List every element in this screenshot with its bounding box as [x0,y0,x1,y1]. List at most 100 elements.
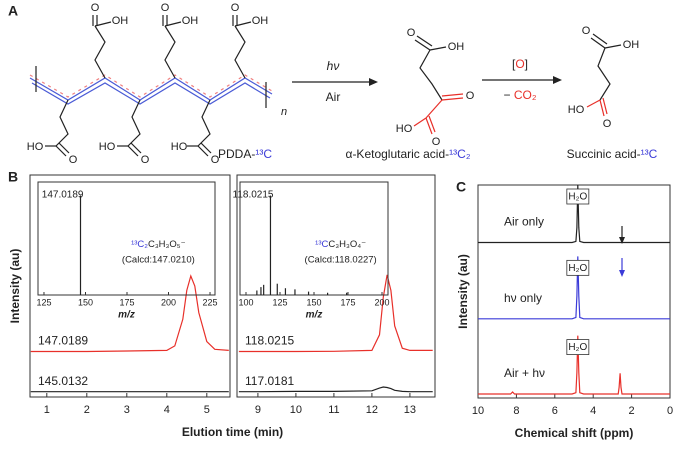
peak-label: H₂O [568,192,587,203]
atom: OH [112,15,129,27]
atom: HO [568,104,585,116]
text-part: Succinic acid- [567,147,641,161]
plot-frame [477,184,671,399]
trace [238,386,433,393]
formula: ¹³CC₃H₃O₄⁻ [315,239,366,250]
structure [590,33,622,101]
calcd: (Calcd:118.0227) [305,255,377,266]
trace [478,335,670,395]
atom: HO [396,123,413,135]
atom: O [407,27,416,39]
x-axis-label: Elution time (min) [182,425,283,439]
text-part: ] [525,57,528,71]
text-part: [ [512,57,516,71]
text-part: ¹³C [641,147,658,161]
y-axis-label: Intensity (au) [8,249,22,324]
atom: O [69,154,78,166]
atom: O [466,90,475,102]
text-part: C₃H₃O₅⁻ [148,239,186,250]
atom: OH [448,41,465,53]
arrowhead [369,78,378,86]
x-tick-label: 13 [404,404,416,416]
x-tick-label: 175 [340,297,355,307]
atom: O [91,2,100,14]
text-part: ¹³C [255,147,272,161]
x-tick-label: 10 [472,405,484,417]
nmr-arrows [619,226,625,277]
inset-x-label: m/z [118,310,135,321]
backbone [31,82,271,105]
backbone [29,77,273,101]
x-tick-label: 150 [306,297,321,307]
plot-frame [29,174,231,398]
atom: O [161,2,170,14]
structure [586,97,608,117]
x-tick-label: 10 [290,404,302,416]
condition: Air [326,90,341,104]
panel-label: A [8,3,18,19]
x-tick-label: 225 [203,297,218,307]
trace [478,256,670,320]
structure [414,35,447,101]
trace [238,274,433,353]
series-label: 147.0189 [38,334,88,348]
trace [478,184,670,244]
text-part: − [503,88,513,102]
x-tick-label: 200 [374,297,389,307]
x-tick-label: 1 [44,404,50,416]
series-label: 145.0132 [38,374,88,388]
series-label: Air only [504,215,544,229]
plot-frame [236,174,436,398]
peak-label-box [566,188,590,205]
x-tick-label: 2 [629,405,635,417]
y-axis-label: Intensity (au) [456,254,470,329]
calcd: (Calcd:147.0210) [122,255,195,266]
atom: O [141,154,150,166]
x-tick-label: 125 [272,297,287,307]
text-part: O [515,57,524,71]
compound-name: Succinic acid-¹³C [567,147,658,161]
x-tick-label: 200 [161,297,176,307]
series-label: 117.0181 [245,374,294,388]
x-tick-label: 9 [255,404,261,416]
text-part: ¹³C [315,239,328,250]
peak-label: 147.0189 [42,190,84,201]
atom: OH [252,15,269,27]
repeat-n: n [281,106,287,118]
atom: OH [182,15,199,27]
x-tick-label: 150 [78,297,93,307]
x-tick-label: 11 [328,404,339,416]
atom: O [582,25,591,37]
atom: O [231,2,240,14]
text-part: PDDA- [218,147,255,161]
x-tick-label: 4 [164,404,170,416]
text-part: α-Ketoglutaric acid- [346,147,450,161]
text-part: C₃H₃O₄⁻ [328,239,366,250]
atom: HO [99,141,116,153]
inset-x-label: m/z [306,310,323,321]
condition: [O] [512,57,528,71]
series-label: Air + hν [504,366,545,380]
x-tick-label: 175 [119,297,134,307]
x-tick-label: 4 [590,405,596,417]
condition: hν [327,59,340,73]
text-part: ¹³C₂ [449,147,471,161]
atom: O [211,154,220,166]
peak-label: 118.0215 [233,190,274,201]
atom: OH [623,39,640,51]
side-chains [45,15,252,157]
formula: ¹³C₂C₃H₃O₅⁻ [131,239,186,250]
text-part: CO₂ [514,88,537,102]
peak-label: H₂O [568,263,587,274]
x-tick-label: 0 [667,405,673,417]
x-tick-label: 5 [204,404,210,416]
x-tick-label: 6 [552,405,558,417]
atom: HO [171,141,188,153]
peak-label: H₂O [568,342,587,353]
atom: O [432,136,441,148]
x-tick-label: 100 [238,297,253,307]
x-axis-label: Chemical shift (ppm) [515,426,634,440]
panel-label: C [456,179,466,195]
x-tick-label: 12 [366,404,378,416]
